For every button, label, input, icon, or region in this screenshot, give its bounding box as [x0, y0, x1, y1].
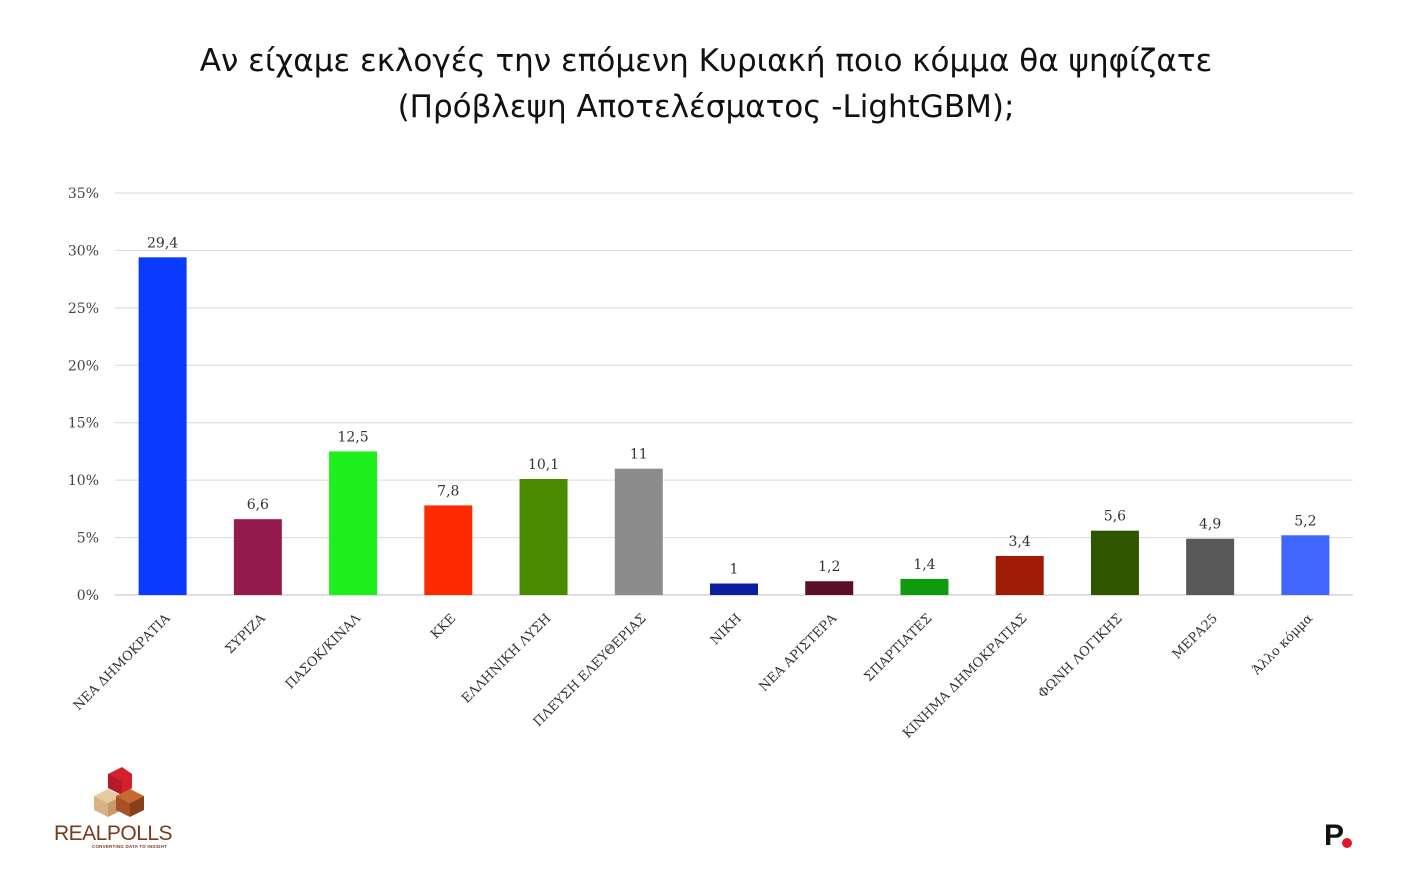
x-tick-label: ΣΠΑΡΤΙΑΤΕΣ	[862, 611, 936, 685]
bar	[424, 505, 473, 595]
y-tick-label: 5%	[77, 531, 99, 547]
x-tick-label: ΦΩΝΗ ΛΟΓΙΚΗΣ	[1035, 611, 1125, 701]
data-label: 1,4	[913, 557, 935, 573]
x-tick-label: ΠΑΣΟΚ/ΚΙΝΑΛ	[283, 611, 365, 693]
x-tick-label: ΣΥΡΙΖΑ	[223, 611, 269, 657]
data-label: 1	[730, 562, 739, 578]
bar	[329, 451, 378, 595]
data-label: 5,2	[1294, 513, 1316, 529]
y-tick-label: 15%	[68, 416, 99, 432]
bar	[995, 555, 1044, 595]
data-label: 7,8	[437, 483, 459, 499]
bar	[1186, 538, 1235, 595]
x-tick-label: Άλλο κόμμα	[1249, 611, 1317, 679]
x-tick-label: ΚΚΕ	[428, 611, 459, 642]
publisher-logo-dot	[1342, 838, 1352, 848]
chart-title-line-2: (Πρόβλεψη Αποτελέσματος -LightGBM);	[397, 89, 1015, 125]
data-label: 11	[630, 447, 648, 463]
bar	[614, 468, 663, 595]
x-tick-label: ΠΛΕΥΣΗ ΕΛΕΥΘΕΡΙΑΣ	[531, 611, 650, 730]
y-tick-label: 35%	[68, 186, 99, 202]
bar	[233, 519, 282, 595]
x-tick-label: ΕΛΛΗΝΙΚΗ ΛΥΣΗ	[459, 611, 554, 706]
data-label: 6,6	[247, 497, 269, 513]
x-tick-label: ΝΙΚΗ	[708, 611, 745, 648]
x-tick-label: ΜΕΡΑ25	[1170, 611, 1221, 662]
bar	[1281, 535, 1330, 595]
bar	[900, 578, 949, 595]
realpolls-tagline: CONVERTING DATA TO INSIGHT	[92, 844, 168, 849]
y-tick-label: 0%	[77, 588, 99, 604]
realpolls-logo-text: REALPOLLS	[54, 822, 173, 845]
data-label: 3,4	[1009, 534, 1031, 550]
bar	[138, 257, 187, 595]
data-label: 5,6	[1104, 509, 1126, 525]
y-tick-label: 25%	[68, 301, 99, 317]
chart-title: Αν είχαμε εκλογές την επόμενη Κυριακή πο…	[0, 38, 1412, 130]
chart-title-line-1: Αν είχαμε εκλογές την επόμενη Κυριακή πο…	[199, 43, 1213, 79]
y-tick-label: 30%	[68, 243, 99, 259]
y-tick-label: 20%	[68, 358, 99, 374]
bar	[1090, 530, 1139, 595]
data-label: 29,4	[147, 235, 178, 251]
x-tick-label: ΝΕΑ ΔΗΜΟΚΡΑΤΙΑ	[71, 611, 174, 714]
data-label: 4,9	[1199, 517, 1221, 533]
bar	[805, 581, 854, 595]
bar	[519, 478, 568, 595]
data-label: 12,5	[337, 429, 368, 445]
x-tick-label: ΝΕΑ ΑΡΙΣΤΕΡΑ	[757, 611, 841, 695]
publisher-logo: P	[1324, 819, 1345, 852]
data-label: 10,1	[528, 457, 559, 473]
realpolls-logo-icon	[94, 767, 144, 817]
data-label: 1,2	[818, 559, 840, 575]
bar	[710, 583, 758, 595]
y-tick-label: 10%	[68, 473, 99, 489]
